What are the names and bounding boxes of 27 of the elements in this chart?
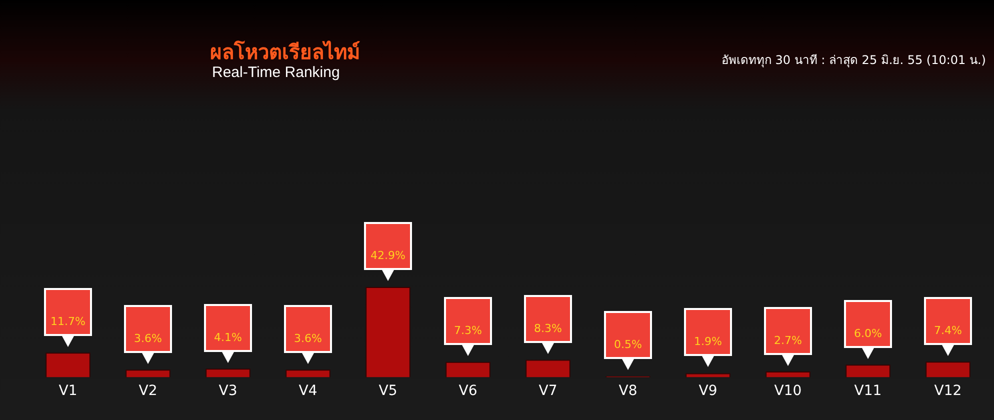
x-tick-label: V3 xyxy=(218,383,238,400)
data-label: 2.7% xyxy=(773,334,803,347)
x-tick-label: V1 xyxy=(58,383,78,400)
x-tick-label: V6 xyxy=(458,383,478,400)
data-label: 42.9% xyxy=(370,248,406,262)
data-label: 7.3% xyxy=(453,324,483,337)
x-tick-label: V4 xyxy=(298,383,318,400)
text: อัพเดททุก 30 นาที : ล่าสุด 25 มิ.ย. 55 (10:01 น.) xyxy=(721,52,986,69)
data-label: 0.5% xyxy=(613,338,643,352)
x-tick-label: V5 xyxy=(378,383,398,400)
data-label: 4.1% xyxy=(213,330,243,344)
x-tick-label: V8 xyxy=(618,383,638,400)
chart-subtitle: Real-Time Ranking xyxy=(212,64,340,81)
data-label: 1.9% xyxy=(693,335,723,348)
x-tick-label: V12 xyxy=(934,383,962,400)
data-label: 3.6% xyxy=(293,332,323,345)
x-tick-label: V9 xyxy=(698,383,718,400)
x-tick-label: V2 xyxy=(138,383,158,400)
x-tick-label: V11 xyxy=(854,383,882,400)
data-label: 6.0% xyxy=(853,326,883,340)
chart-title: ผลโหวตเรียลไทม์ xyxy=(210,39,360,66)
data-label: 3.6% xyxy=(133,332,163,345)
x-tick-label: V10 xyxy=(774,383,802,400)
data-label: 11.7% xyxy=(50,314,86,328)
data-label: 8.3% xyxy=(533,322,563,335)
x-tick-label: V7 xyxy=(538,383,558,400)
data-label: 7.4% xyxy=(933,324,963,337)
